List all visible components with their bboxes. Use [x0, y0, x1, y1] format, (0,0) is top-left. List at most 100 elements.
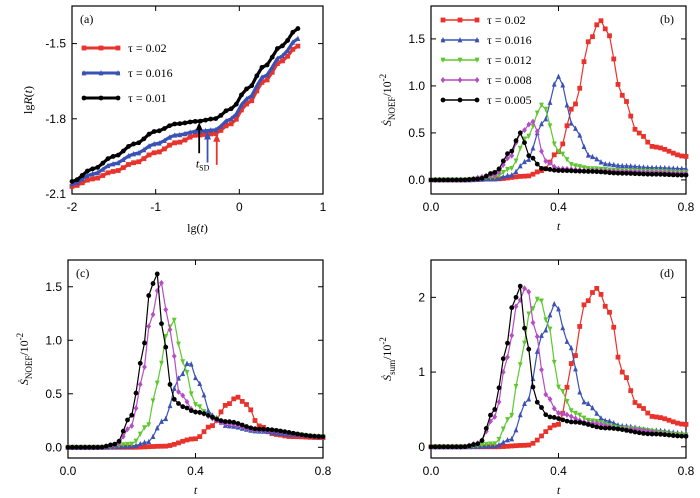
- data-point: [556, 73, 561, 79]
- data-point: [539, 366, 544, 373]
- data-point: [573, 410, 578, 417]
- data-point: [568, 162, 574, 168]
- data-point: [611, 419, 617, 426]
- data-point: [522, 127, 527, 134]
- data-point: [218, 112, 224, 118]
- data-point: [513, 294, 519, 300]
- data-point: [159, 443, 164, 449]
- data-point: [269, 54, 275, 60]
- data-point: [295, 35, 301, 41]
- data-point: [496, 385, 502, 391]
- data-point: [513, 138, 519, 144]
- data-point: [649, 143, 655, 149]
- data-point: [142, 444, 147, 450]
- data-point: [248, 407, 254, 413]
- y-tick-label: 1.0: [45, 333, 62, 347]
- data-point: [509, 305, 515, 311]
- data-point: [624, 99, 629, 104]
- data-point: [492, 407, 498, 412]
- data-point: [86, 444, 92, 450]
- data-point: [496, 169, 502, 176]
- data-point: [615, 354, 621, 360]
- data-point: [285, 53, 291, 59]
- data-point: [683, 433, 689, 439]
- data-point: [509, 152, 515, 159]
- data-point: [137, 360, 143, 366]
- data-point: [167, 142, 172, 148]
- data-point: [244, 101, 249, 107]
- panel-a: -2 -1 0 1 -2.1 -1.8 -1.5 (a) lg(t) lgR(t) τ = 0.02…: [21, 5, 327, 235]
- data-point: [126, 162, 131, 167]
- data-point: [505, 155, 510, 162]
- legend-marker: [440, 57, 446, 63]
- data-point: [551, 141, 557, 147]
- data-point: [85, 172, 90, 178]
- data-point: [500, 158, 506, 164]
- data-point: [95, 444, 101, 450]
- data-point: [666, 172, 672, 178]
- data-point: [187, 134, 193, 140]
- data-point: [192, 128, 198, 134]
- data-point: [670, 419, 676, 425]
- data-point: [645, 171, 651, 177]
- data-point: [244, 95, 249, 102]
- data-point: [146, 323, 152, 330]
- data-point: [556, 416, 561, 421]
- data-point: [581, 302, 587, 308]
- data-point: [136, 159, 142, 165]
- data-point: [432, 444, 438, 450]
- data-point: [320, 434, 326, 439]
- data-point: [551, 415, 557, 420]
- data-point: [543, 106, 549, 113]
- data-point: [483, 441, 489, 448]
- data-point: [133, 438, 139, 445]
- data-point: [679, 433, 685, 439]
- data-point: [602, 169, 608, 175]
- data-point: [171, 385, 177, 391]
- data-point: [129, 441, 135, 448]
- data-point: [120, 148, 126, 154]
- data-point: [116, 438, 122, 444]
- data-point: [159, 360, 164, 367]
- data-point: [492, 413, 498, 420]
- x-tick-label: 0: [236, 200, 243, 214]
- data-point: [594, 169, 600, 175]
- data-point: [187, 129, 193, 135]
- data-point: [235, 394, 241, 400]
- data-point: [556, 421, 561, 427]
- data-point: [679, 153, 685, 159]
- data-point: [526, 173, 532, 179]
- data-point: [522, 173, 527, 179]
- panel-label: (b): [660, 12, 674, 26]
- legend-marker: [474, 77, 480, 83]
- series-line: [431, 75, 686, 181]
- data-point: [496, 166, 502, 172]
- data-point: [256, 426, 262, 432]
- data-point: [602, 26, 608, 32]
- series-triangle-up: [428, 300, 689, 450]
- data-point: [543, 317, 549, 323]
- data-point: [184, 398, 190, 405]
- data-point: [172, 132, 178, 138]
- data-point: [274, 55, 280, 61]
- x-tick-label: -2: [67, 200, 78, 214]
- data-point: [454, 444, 459, 450]
- data-point: [598, 18, 604, 24]
- data-point: [641, 171, 646, 177]
- arrow-icon: [195, 122, 203, 154]
- legend-marker: [81, 45, 87, 51]
- legend-marker: [474, 97, 480, 103]
- legend-marker: [440, 97, 446, 103]
- data-point: [432, 177, 438, 183]
- data-point: [509, 148, 515, 154]
- data-point: [615, 170, 621, 176]
- data-point: [517, 283, 523, 289]
- data-point: [151, 140, 157, 147]
- data-point: [295, 26, 301, 31]
- legend-marker: [457, 77, 463, 83]
- legend-marker: [440, 17, 446, 23]
- data-point: [568, 413, 574, 420]
- y-tick-label: -2.1: [45, 187, 66, 201]
- data-point: [184, 369, 190, 376]
- legend-marker: [457, 37, 463, 43]
